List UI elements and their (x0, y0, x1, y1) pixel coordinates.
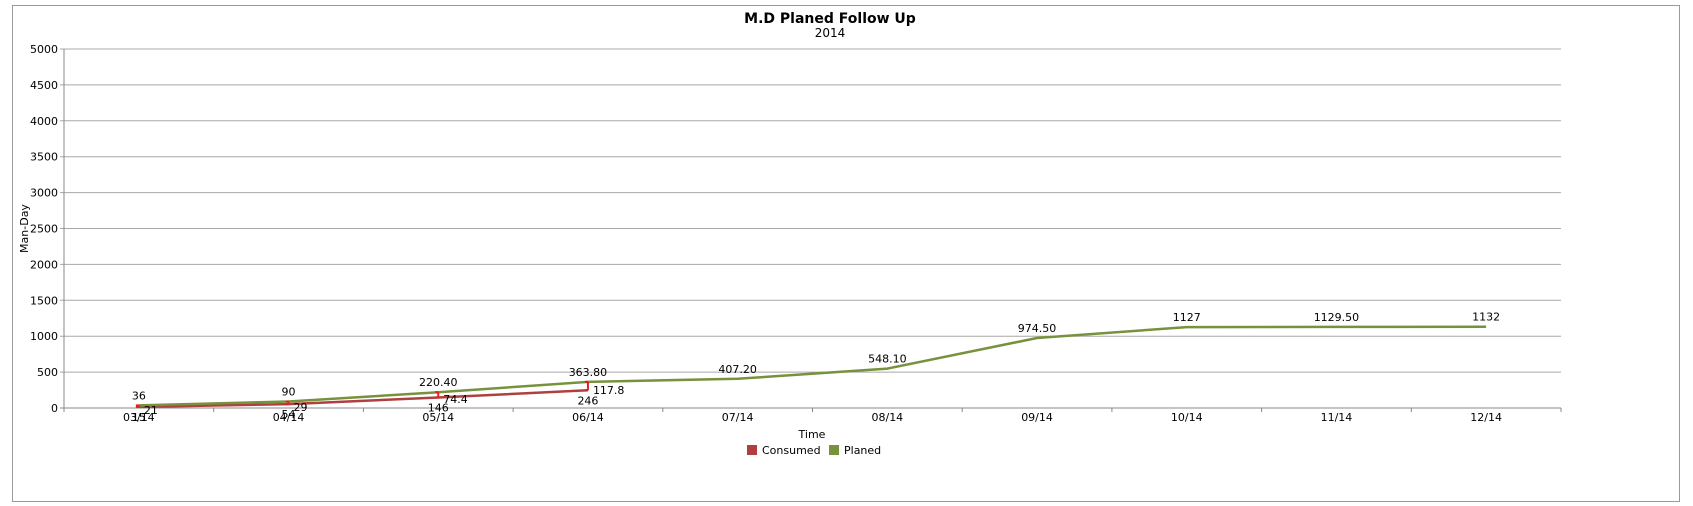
gap-value-label: 21 (144, 404, 158, 417)
series-line-consumed (138, 389, 588, 409)
gap-value-label: 74.4 (443, 393, 468, 406)
y-tick-label: 500 (37, 366, 58, 379)
data-label-planed: 220.40 (419, 376, 458, 389)
data-label-planed: 548.10 (868, 353, 907, 366)
series-line-planed (138, 325, 1487, 407)
data-label-consumed: 15 (132, 411, 146, 424)
data-label-planed: 1129.50 (1314, 311, 1360, 324)
y-tick-label: 1500 (30, 294, 58, 307)
y-tick-label: 4500 (30, 79, 58, 92)
y-tick-label: 1000 (30, 330, 58, 343)
data-label-planed: 1127 (1173, 311, 1201, 324)
y-tick-label: 5000 (30, 43, 58, 56)
x-tick-label: 11/14 (1321, 411, 1353, 424)
chart-title: M.D Planed Follow Up (744, 11, 916, 27)
y-tick-label: 4000 (30, 115, 58, 128)
x-tick-label: 10/14 (1171, 411, 1203, 424)
data-label-planed: 90 (282, 386, 296, 399)
gap-value-label: 29 (294, 401, 308, 414)
x-tick-label: 03/14 (123, 411, 155, 424)
y-tick-label: 3000 (30, 187, 58, 200)
legend-label-planed: Planed (844, 444, 881, 457)
x-axis-title: Time (798, 428, 826, 441)
gap-value-label: 117.8 (593, 384, 625, 397)
x-tick-label: 05/14 (422, 411, 454, 424)
x-tick-label: 04/14 (273, 411, 305, 424)
y-axis-title: Man-Day (18, 204, 31, 253)
x-tick-label: 08/14 (871, 411, 903, 424)
chart-frame: M.D Planed Follow Up 2014 0 500 1000 1500 2000… (12, 5, 1680, 502)
data-label-consumed: 246 (577, 394, 598, 407)
legend-swatch-consumed (747, 445, 757, 455)
data-label-planed: 407.20 (718, 363, 757, 376)
x-tick-label: 07/14 (722, 411, 754, 424)
data-label-planed: 1132 (1472, 311, 1500, 324)
legend-swatch-planed (829, 445, 839, 455)
data-label-consumed: 54 (282, 408, 296, 421)
data-label-consumed: 146 (428, 402, 449, 415)
y-tick-label: 0 (51, 402, 58, 415)
data-label-planed: 974.50 (1018, 322, 1057, 335)
x-tick-label: 06/14 (572, 411, 604, 424)
y-tick-label: 2500 (30, 223, 58, 236)
data-label-planed: 363.80 (569, 366, 608, 379)
x-tick-label: 12/14 (1470, 411, 1502, 424)
data-label-planed: 36 (132, 389, 146, 402)
chart-subtitle: 2014 (815, 26, 846, 40)
x-tick-label: 09/14 (1021, 411, 1053, 424)
y-tick-label: 3500 (30, 151, 58, 164)
legend-label-consumed: Consumed (762, 444, 821, 457)
y-tick-label: 2000 (30, 258, 58, 271)
